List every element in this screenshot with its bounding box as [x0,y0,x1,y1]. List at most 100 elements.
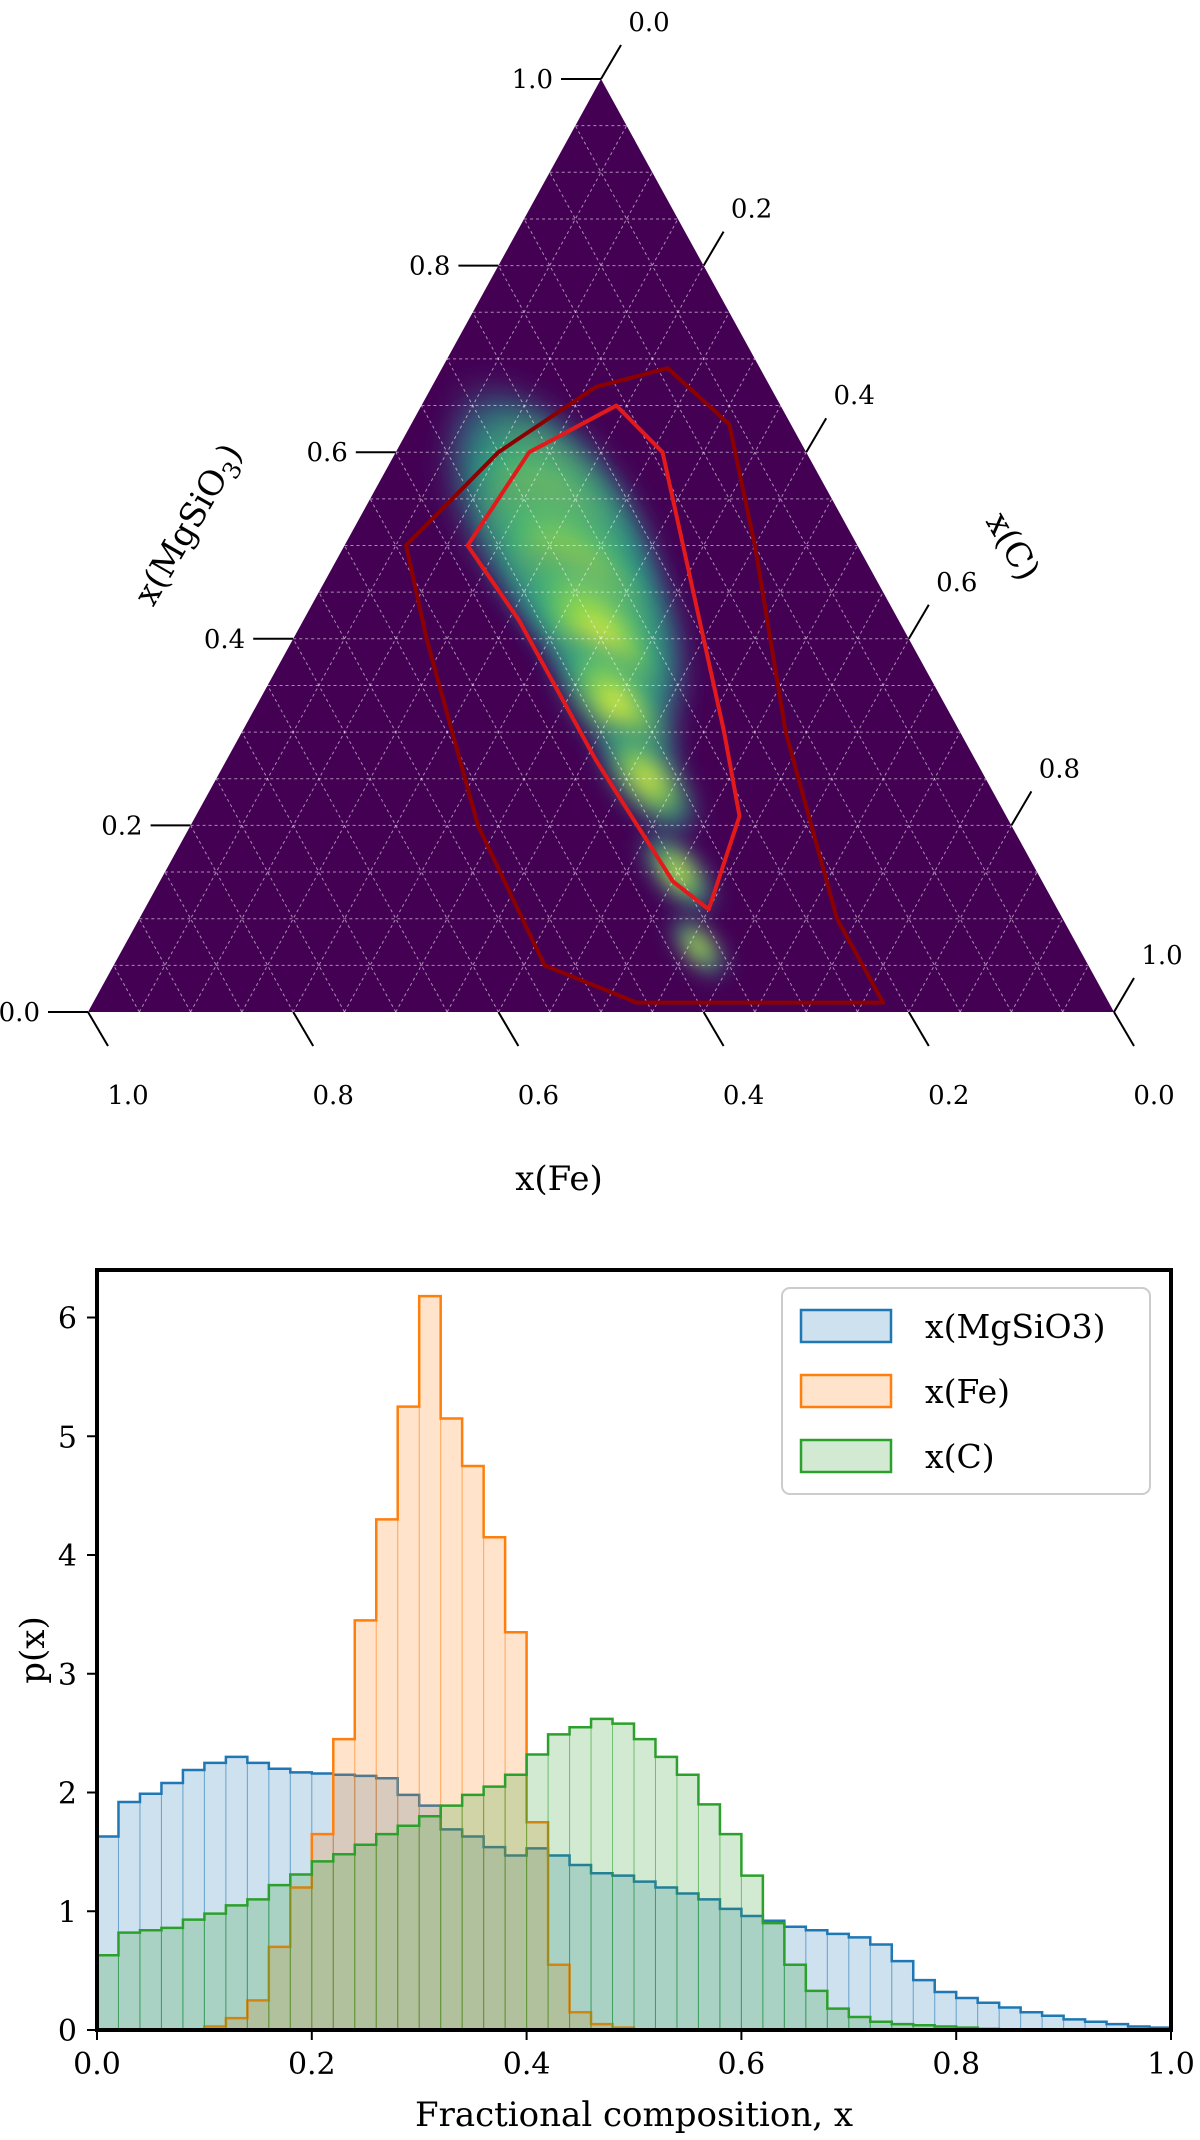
y-tick-label: 3 [58,1658,77,1693]
histogram-bar [547,1733,571,2031]
ternary-gridline [164,871,243,1012]
histogram-bar [783,1964,807,2031]
ternary-gridline [369,498,653,1012]
left-axis-tick-label: 0.0 [0,998,40,1028]
histogram-bar [160,1927,184,2031]
y-tick-label: 0 [58,2014,77,2049]
contour-outer [404,366,886,1005]
left-axis-tick-label: 0.8 [409,252,450,282]
legend-label-c: x(C) [925,1437,995,1476]
histogram-bar [912,1979,936,2031]
x-tick-label: 0.4 [503,2047,551,2082]
histogram-bar [891,1960,914,2031]
right-axis-tick-label: 0.0 [628,8,669,38]
contour-inner [465,403,742,912]
histogram-frame [95,1268,1173,2032]
ternary-gridline [395,451,705,1012]
histogram-bar [762,1922,785,2031]
histogram-bar [418,1815,442,2031]
histogram-bar [1041,2015,1065,2031]
x-tick-label: 0.6 [718,2047,766,2082]
ternary-gridline [651,591,884,1012]
ternary-gridline [523,218,961,1012]
legend-entry-fe: x(Fe) [799,1372,1010,1411]
x-tick-label: 0.2 [288,2047,336,2082]
ternary-gridline [113,965,140,1012]
histogram-step-outline [97,1755,1171,2029]
right-axis-tick [805,417,828,453]
right-axis-label: x(C) [977,505,1048,587]
ternary-gridline [600,545,858,1012]
right-axis-tick-label: 0.6 [936,568,977,598]
ternary-gridline [959,871,1038,1012]
ternary-gridline [446,405,781,1012]
right-axis-tick [907,604,930,640]
ternary-gridline [857,778,987,1012]
ternary-gridline [703,638,910,1012]
histogram-bar [375,1833,399,2031]
series-1 [97,1294,1171,2032]
ternary-gridline [292,638,499,1012]
histogram-bar [225,1904,248,2031]
histogram-bar [805,1990,828,2031]
ternary-gridline [574,125,1064,1012]
histogram-bar [332,1853,356,2031]
histogram-bar [612,1723,635,2031]
histogram-bar [117,1932,141,2031]
bottom-axis-tick-label: 0.6 [518,1081,559,1111]
histogram-bar [955,1997,979,2031]
bottom-axis-tick-label: 0.2 [928,1081,969,1111]
histogram-bar [998,2006,1022,2031]
ternary-gridline [215,778,345,1012]
ternary-gridline [472,312,858,1012]
histogram-bars [96,1294,1172,2032]
bottom-axis-tick [1113,1011,1135,1047]
ternary-axes: 0.0 0.2 0.4 0.6 0.8 1.0 0.0 0.2 0.4 0.6 0.8 1.0 1.0 0… [0,8,1183,1111]
histogram-bar [654,1756,678,2031]
histogram-bar [697,1803,721,2031]
histogram-bar [826,2008,850,2031]
ternary-gridline [754,685,935,1012]
histogram-bar [869,1944,893,2031]
histogram-bar [934,1991,957,2031]
y-tick-label: 4 [58,1539,77,1574]
histogram-bar [268,1884,291,2031]
bottom-axis-tick-label: 0.4 [723,1081,764,1111]
bottom-axis-tick-label: 0.8 [313,1081,354,1111]
histogram-bar [719,1833,742,2031]
left-axis-tick-label: 0.4 [204,625,245,655]
histogram-xlabel: Fractional composition, x [415,2095,853,2135]
bottom-axis-tick [292,1011,315,1047]
right-axis-tick-label: 0.4 [834,381,875,411]
density-blob [667,911,730,982]
histogram-bar [440,1805,463,2031]
histogram-axes: 0.0 0.2 0.4 0.6 0.8 1.0 0 1 2 3 4 5 6 [58,1302,1195,2083]
ternary-gridline [549,498,833,1012]
bottom-axis-tick [497,1011,520,1047]
right-axis-tick [600,44,622,80]
ternary-gridline [241,731,397,1012]
histogram-step-outline [97,1717,1171,2032]
histogram-bar [977,2002,1000,2031]
ternary-plot: 0.0 0.2 0.4 0.6 0.8 1.0 0.0 0.2 0.4 0.6 0.8 1.0 1.0 0… [0,8,1183,1199]
right-axis-tick [702,231,725,267]
series-0 [96,1755,1172,2031]
y-tick-label: 6 [58,1302,77,1337]
y-tick-label: 5 [58,1420,77,1455]
density-blob [589,715,705,843]
histogram-bar [1020,2011,1043,2031]
ternary-gridline [497,451,807,1012]
left-axis-label: x(MgSiO3) [126,437,255,615]
histogram-bar [633,1738,656,2031]
bottom-axis-label: x(Fe) [515,1159,603,1199]
x-tick-label: 0.0 [73,2047,121,2082]
ternary-gridline [344,545,602,1012]
right-axis-tick-label: 0.2 [731,195,772,225]
histogram-bar [483,1786,506,2031]
histogram-bar [311,1860,334,2031]
histogram-bar [676,1774,699,2031]
y-tick-label: 2 [58,1777,77,1812]
bottom-axis-tick-label: 1.0 [107,1081,148,1111]
histogram-bar [397,1825,420,2031]
